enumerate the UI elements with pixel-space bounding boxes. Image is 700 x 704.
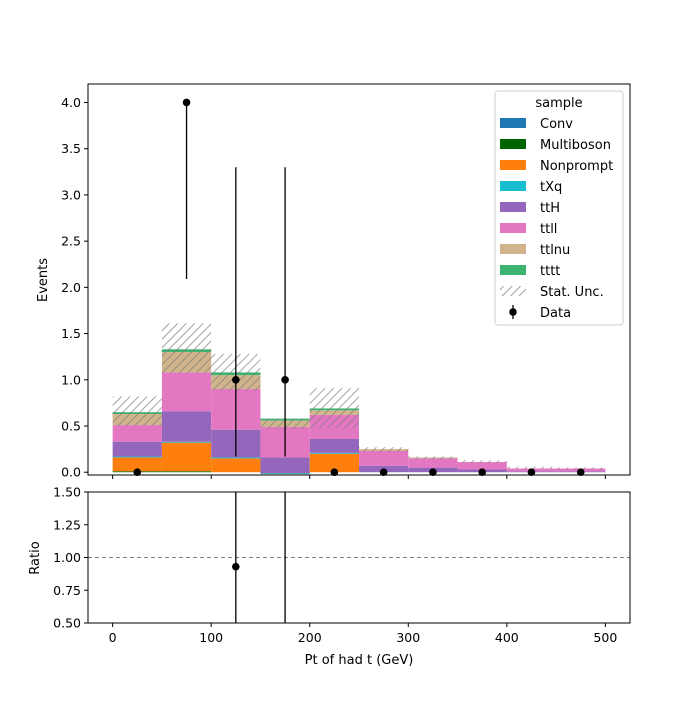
legend-label-data: Data: [540, 306, 571, 321]
legend-label-txq: tXq: [540, 180, 562, 195]
main-y-tick-label-2: 1.0: [61, 372, 81, 387]
main-y-tick-label-4: 2.0: [61, 280, 81, 295]
bar-txq-bin-2: [211, 457, 261, 459]
legend: sample Conv Multiboson Nonprompt tXq ttH ttll…: [494, 90, 624, 326]
ratio-plot-frame: [87, 491, 631, 624]
legend-swatch-tttt: [500, 265, 526, 275]
legend-label-conv: Conv: [540, 117, 573, 132]
main-x-ticks: [112, 475, 606, 479]
bar-ttll-bin-7: [457, 462, 507, 470]
data-points: [133, 98, 585, 477]
legend-label-stat-unc: Stat. Unc.: [540, 285, 604, 300]
stat-unc-bin-5: [359, 447, 409, 452]
data-point-0: [133, 468, 142, 477]
legend-data-marker: [509, 308, 517, 316]
legend-title: sample: [535, 96, 582, 111]
bar-nonprompt-bin-1: [161, 442, 212, 472]
stat-unc-bin-4: [309, 388, 359, 428]
ratio-y-ticks: 0.50 0.75 1.00 1.25 1.50: [53, 485, 88, 631]
main-y-tick-label-0: 0.0: [61, 465, 81, 480]
ratio-y-tick-label-0: 0.50: [53, 616, 81, 631]
legend-swatch-ttll: [500, 223, 526, 233]
main-plot-frame: [87, 83, 631, 476]
legend-label-ttlnu: ttlnu: [540, 243, 570, 258]
main-y-ticks: 0.0 0.5 1.0 1.5 2.0 2.5 3.0 3.5 4.0: [61, 95, 88, 480]
legend-swatch-tth: [500, 202, 526, 212]
ratio-y-tick-label-4: 1.50: [53, 485, 81, 500]
main-y-tick-label-3: 1.5: [61, 326, 81, 341]
legend-swatch-ttlnu: [500, 244, 526, 254]
main-y-tick-label-7: 3.5: [61, 141, 81, 156]
ratio-panel: 0.50 0.75 1.00 1.25 1.50 0 100 200 300 400 500 Ra…: [28, 485, 631, 668]
stat-unc-bin-6: [408, 456, 458, 460]
bar-txq-bin-3: [260, 473, 310, 475]
data-point-7: [478, 468, 486, 477]
bar-multiboson-bin-1: [161, 471, 212, 473]
x-tick-label-5: 500: [593, 630, 617, 645]
main-y-tick-label-5: 2.5: [61, 234, 81, 249]
data-point-8: [527, 468, 536, 477]
stat-uncertainty-band: [112, 323, 606, 470]
legend-entries: Conv Multiboson Nonprompt tXq ttH ttll ttlnu tt…: [500, 117, 613, 321]
data-point-2: [232, 375, 240, 384]
legend-swatch-txq: [500, 181, 526, 191]
x-tick-label-4: 400: [495, 630, 519, 645]
main-y-tick-label-1: 0.5: [61, 419, 81, 434]
legend-label-nonprompt: Nonprompt: [540, 159, 613, 174]
legend-swatch-stat-unc: [500, 286, 526, 296]
main-y-tick-label-8: 4.0: [61, 95, 81, 110]
data-point-5: [379, 468, 388, 477]
bar-tth-bin-1: [161, 411, 212, 442]
bar-nonprompt-bin-2: [211, 458, 261, 473]
legend-label-tttt: tttt: [540, 264, 560, 279]
x-axis-label: Pt of had t (GeV): [305, 653, 414, 668]
main-y-axis-label: Events: [36, 258, 51, 302]
stat-unc-bin-0: [112, 396, 162, 427]
data-point-9: [576, 468, 585, 477]
bar-nonprompt-bin-0: [112, 457, 162, 472]
bar-tth-bin-3: [260, 457, 310, 474]
bar-ttll-bin-0: [112, 425, 162, 442]
stat-unc-bin-7: [457, 460, 507, 463]
bar-txq-bin-4: [309, 452, 359, 454]
ratio-point-0: [232, 562, 240, 571]
ratio-y-axis-label: Ratio: [28, 541, 43, 574]
bar-nonprompt-bin-4: [309, 453, 359, 473]
bar-ttll-bin-1: [161, 372, 212, 412]
ratio-y-tick-label-3: 1.25: [53, 517, 81, 532]
data-point-1: [182, 98, 191, 107]
legend-frame: [494, 90, 624, 326]
x-tick-label-0: 0: [109, 630, 117, 645]
data-point-4: [330, 468, 339, 477]
data-point-6: [429, 468, 437, 477]
stat-unc-bin-1: [161, 323, 212, 374]
bar-txq-bin-0: [112, 456, 162, 458]
main-y-tick-label-6: 3.0: [61, 187, 81, 202]
ratio-x-ticks: 0 100 200 300 400 500: [109, 623, 617, 645]
bar-txq-bin-1: [161, 441, 212, 443]
x-tick-label-2: 200: [298, 630, 322, 645]
stat-unc-bin-8: [506, 466, 557, 469]
legend-label-tth: ttH: [540, 201, 560, 216]
x-tick-label-3: 300: [396, 630, 420, 645]
ratio-y-tick-label-1: 0.75: [53, 583, 81, 598]
legend-swatch-multiboson: [500, 139, 526, 149]
bar-ttll-bin-5: [359, 450, 409, 466]
ratio-y-tick-label-2: 1.00: [53, 550, 81, 565]
bar-ttll-bin-6: [408, 458, 458, 468]
bar-tth-bin-0: [112, 441, 162, 457]
legend-label-multiboson: Multiboson: [540, 138, 611, 153]
legend-swatch-conv: [500, 118, 526, 128]
legend-swatch-nonprompt: [500, 160, 526, 170]
legend-label-ttll: ttll: [540, 222, 557, 237]
x-tick-label-1: 100: [199, 630, 223, 645]
data-point-3: [281, 375, 289, 384]
main-panel: 0.0 0.5 1.0 1.5 2.0 2.5 3.0 3.5 4.0 Events: [36, 83, 631, 480]
bar-tth-bin-4: [309, 438, 359, 453]
ratio-points: [88, 492, 630, 623]
